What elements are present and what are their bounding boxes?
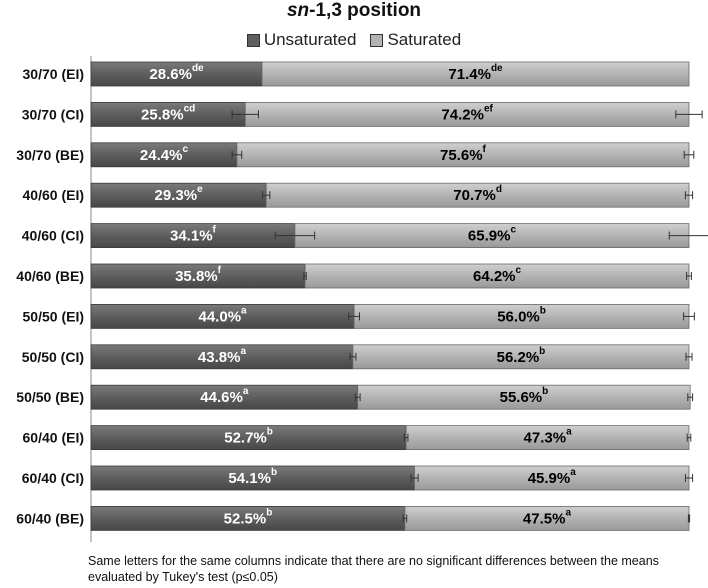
bar-unsaturated	[90, 61, 263, 87]
data-label-saturated: 64.2%c	[473, 265, 522, 285]
category-label: 30/70 (CI)	[22, 106, 84, 122]
data-label-unsaturated: 43.8%a	[198, 345, 247, 365]
bar-saturated	[357, 384, 691, 410]
category-label: 60/40 (CI)	[22, 470, 84, 486]
bar-saturated	[244, 102, 690, 127]
data-label-saturated: 65.9%c	[468, 224, 517, 244]
bar-unsaturated	[90, 505, 406, 531]
category-label: 40/60 (EI)	[23, 187, 84, 203]
data-label-unsaturated: 35.8%f	[175, 265, 222, 285]
bar-saturated	[404, 505, 690, 531]
bar-saturated	[352, 344, 690, 370]
chart-title: sn-1,3 position	[0, 0, 708, 22]
data-label-saturated: 47.3%a	[524, 426, 573, 446]
category-label: 30/70 (BE)	[16, 147, 84, 163]
data-label-saturated: 55.6%b	[500, 386, 549, 406]
data-label-saturated: 70.7%d	[453, 184, 502, 204]
bar-unsaturated	[90, 223, 296, 249]
bar-unsaturated	[90, 303, 355, 329]
data-label-saturated: 56.2%b	[497, 345, 546, 365]
category-label: 40/60 (BE)	[16, 268, 84, 284]
chart-title-italic: sn	[286, 0, 310, 21]
data-label-unsaturated: 52.7%b	[224, 426, 273, 446]
legend-label-saturated: Saturated	[387, 30, 462, 49]
footnote: Same letters for the same columns indica…	[88, 554, 659, 584]
bar-unsaturated	[90, 102, 246, 127]
category-label: 60/40 (BE)	[16, 510, 84, 526]
category-label: 60/40 (EI)	[23, 430, 84, 446]
category-label: 40/60 (CI)	[22, 228, 84, 244]
data-label-unsaturated: 34.1%f	[170, 224, 217, 244]
data-label-unsaturated: 24.4%c	[140, 143, 189, 163]
legend-label-unsaturated: Unsaturated	[263, 30, 357, 49]
legend: Unsaturated Saturated	[0, 30, 708, 50]
bar-saturated	[261, 61, 690, 87]
bar-unsaturated	[90, 465, 415, 491]
bar-unsaturated	[90, 263, 306, 289]
data-label-unsaturated: 28.6%de	[149, 63, 204, 83]
bar-unsaturated	[90, 142, 238, 168]
data-label-unsaturated: 44.6%a	[200, 386, 249, 406]
category-label: 50/50 (CI)	[22, 349, 84, 365]
data-label-unsaturated: 29.3%e	[155, 184, 204, 204]
legend-swatch-unsaturated	[246, 33, 260, 47]
bar-unsaturated	[90, 182, 267, 208]
bar-saturated	[236, 142, 690, 168]
bar-unsaturated	[90, 344, 354, 370]
legend-swatch-saturated	[370, 33, 384, 47]
data-label-saturated: 74.2%ef	[441, 103, 493, 123]
category-label: 50/50 (EI)	[23, 308, 84, 324]
data-label-unsaturated: 52.5%b	[224, 507, 273, 527]
data-label-saturated: 71.4%de	[448, 63, 503, 83]
data-label-saturated: 47.5%a	[523, 507, 572, 527]
category-label: 50/50 (BE)	[16, 389, 84, 405]
data-label-saturated: 45.9%a	[528, 467, 577, 487]
data-label-unsaturated: 54.1%b	[228, 467, 277, 487]
bar-unsaturated	[90, 384, 359, 410]
bar-saturated	[294, 223, 690, 249]
data-label-saturated: 75.6%f	[440, 143, 487, 163]
bar-unsaturated	[90, 425, 407, 451]
data-label-saturated: 56.0%b	[497, 305, 546, 325]
category-label: 30/70 (EI)	[23, 66, 84, 82]
chart-title-rest: -1,3 position	[309, 0, 422, 21]
bar-saturated	[265, 182, 690, 208]
legend-item-saturated: Saturated	[370, 30, 461, 50]
legend-item-unsaturated: Unsaturated	[246, 30, 357, 50]
bar-saturated	[353, 303, 690, 329]
bar-saturated	[405, 425, 690, 451]
data-label-unsaturated: 44.0%a	[199, 305, 248, 325]
data-label-unsaturated: 25.8%cd	[141, 103, 195, 123]
